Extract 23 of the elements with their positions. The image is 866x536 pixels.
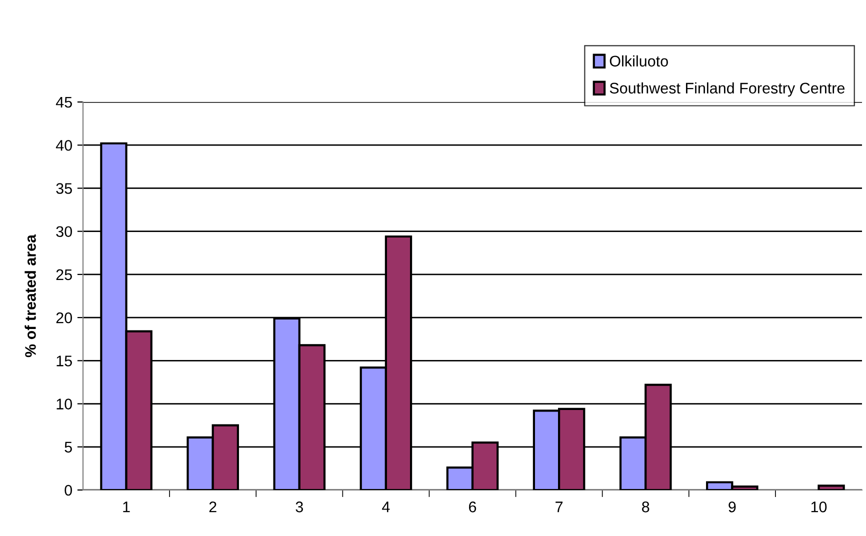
y-tick-label: 20 <box>56 312 72 324</box>
legend-label: Southwest Finland Forestry Centre <box>610 82 845 97</box>
x-tick-label: 2 <box>209 502 216 512</box>
y-tick-label: 25 <box>56 269 72 280</box>
y-tick-label: 40 <box>56 140 72 151</box>
x-tick-label: 4 <box>382 502 390 512</box>
y-axis-title: % of treated area <box>24 234 36 358</box>
x-tick-label: 8 <box>642 502 650 512</box>
y-tick-label: 35 <box>56 183 72 194</box>
x-tick-label: 10 <box>811 502 827 512</box>
x-tick-label: 9 <box>728 502 736 512</box>
bar <box>818 484 845 490</box>
y-tick-label: 0 <box>64 484 72 496</box>
x-tick-label: 1 <box>123 502 130 512</box>
x-tick-label: 3 <box>296 502 303 512</box>
legend-label: Olkiluoto <box>610 55 668 67</box>
y-tick-label: 15 <box>56 356 72 366</box>
x-tick-label: 6 <box>469 502 476 512</box>
y-tick-label: 10 <box>56 398 72 410</box>
x-tick-label: 7 <box>556 502 563 512</box>
y-tick-label: 45 <box>56 97 72 108</box>
y-tick-label: 30 <box>56 226 72 238</box>
y-tick-label: 5 <box>64 442 72 453</box>
